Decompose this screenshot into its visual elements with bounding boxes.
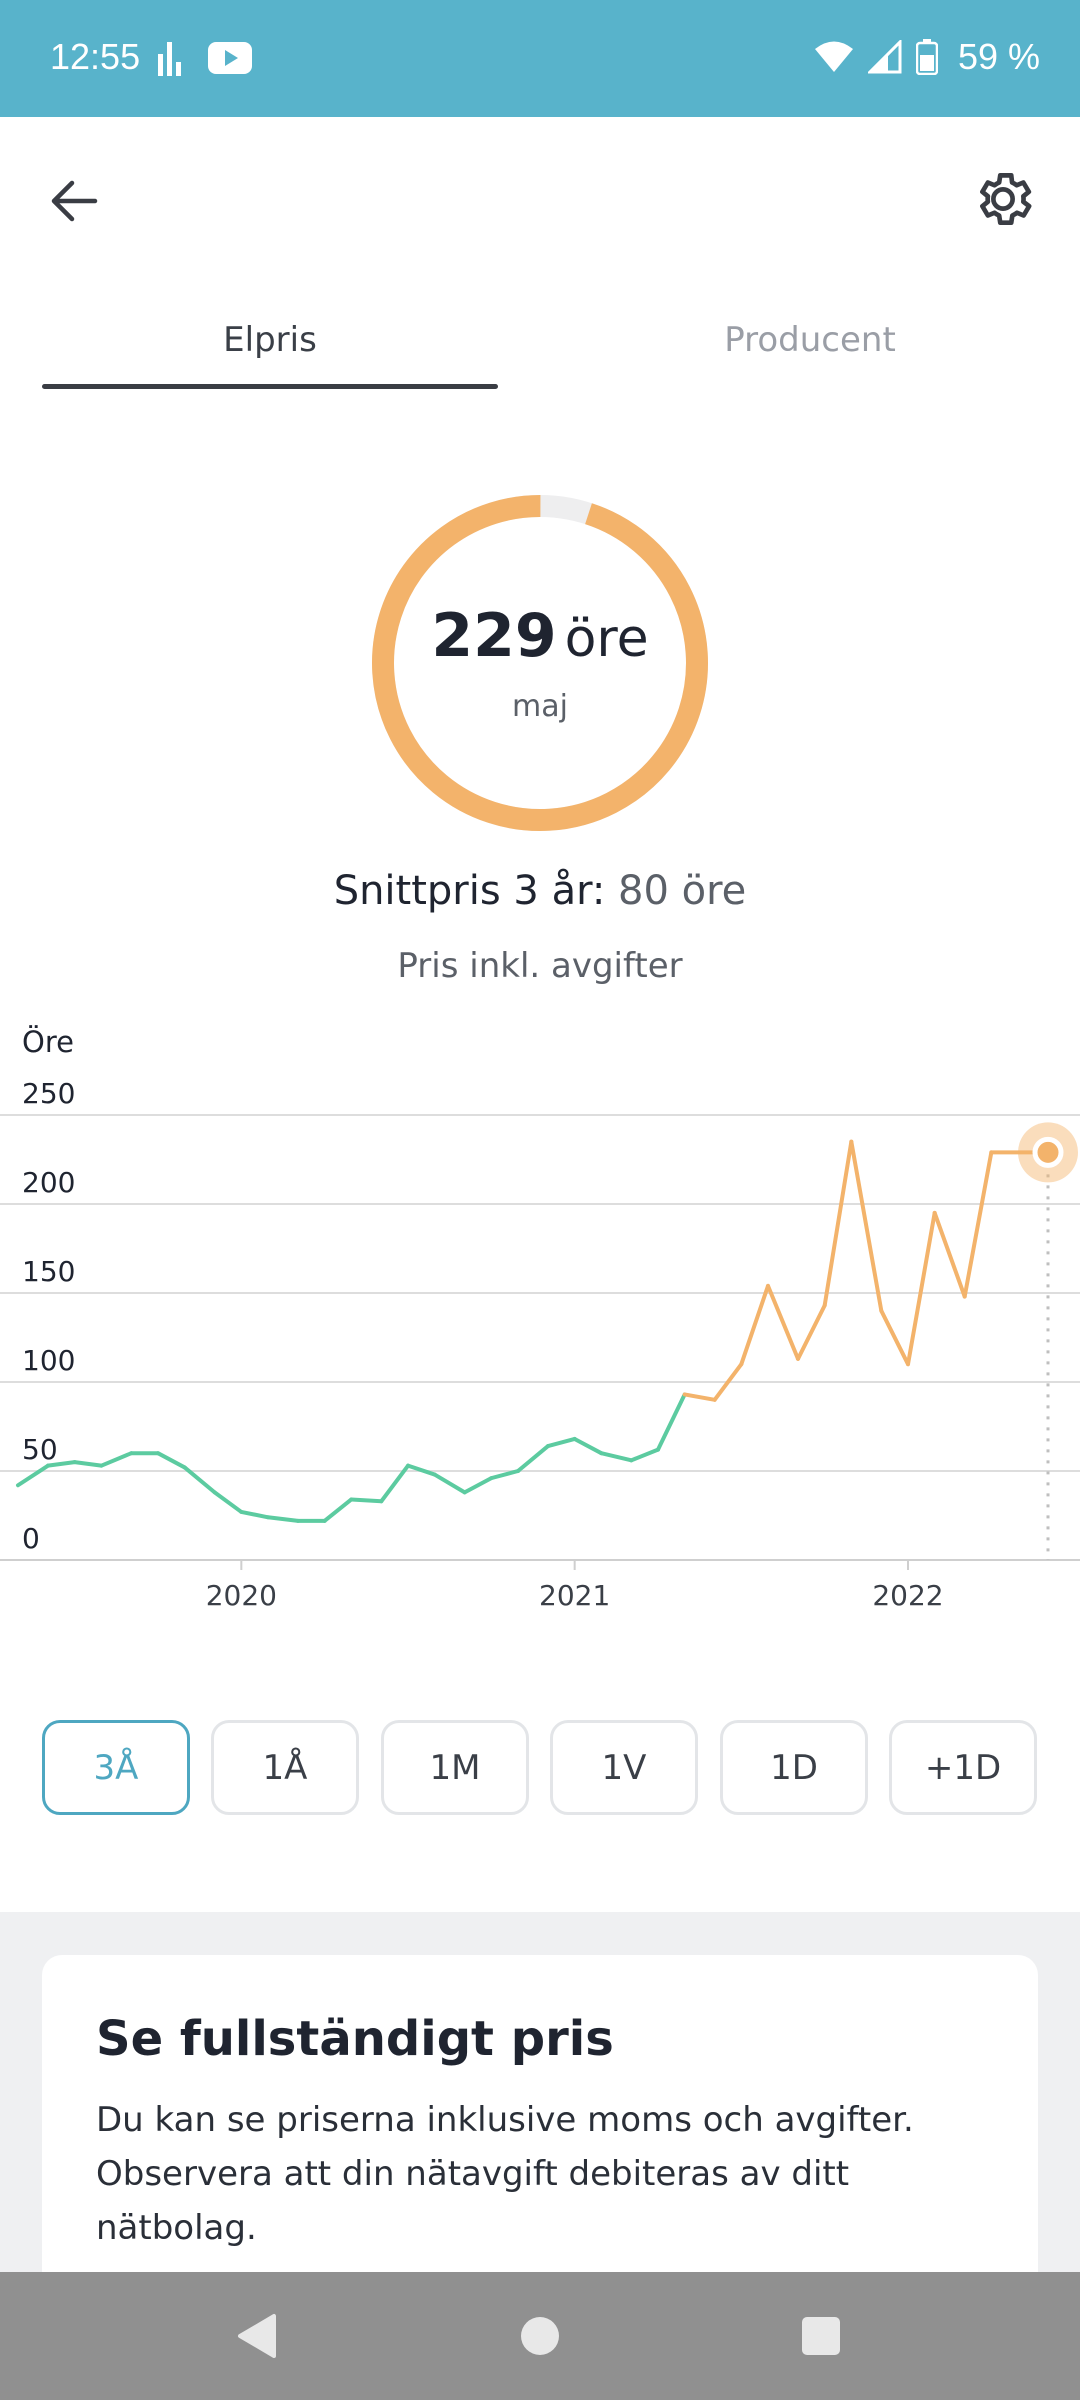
chart-line-segment	[46, 1460, 77, 1468]
tab-producent[interactable]: Producent	[724, 320, 896, 360]
chart-line-segment	[629, 1447, 660, 1463]
chart-line-segment	[822, 1139, 854, 1308]
chart-line-segment	[932, 1210, 967, 1299]
period-next-day-button[interactable]: +1D	[889, 1720, 1037, 1815]
period-1w-button[interactable]: 1V	[550, 1720, 698, 1815]
chart-line-segment	[962, 1150, 994, 1299]
recents-square-icon	[802, 2317, 840, 2355]
chart-line-segment	[766, 1283, 800, 1361]
chart-line-segment	[906, 1210, 937, 1367]
chart-line-segment	[182, 1465, 217, 1495]
nav-back-button[interactable]	[228, 2308, 284, 2364]
chart-y-tick-label: 250	[22, 1077, 75, 1110]
chart-line-segment	[682, 1392, 717, 1402]
status-right: 59 %	[814, 36, 1040, 78]
battery-percentage: 59 %	[957, 36, 1040, 77]
chart-line-segment	[462, 1476, 494, 1495]
chart-line-segment	[739, 1283, 770, 1367]
gauge-unit: öre	[564, 609, 649, 669]
average-price-label: Snittpris 3 år:	[333, 868, 606, 914]
chart-series	[16, 1139, 1050, 1523]
chart-line-segment	[212, 1490, 244, 1514]
gauge-arc	[372, 495, 708, 831]
gear-icon	[980, 173, 1032, 225]
gauge-ring	[372, 495, 708, 831]
chart-line-segment	[349, 1497, 384, 1504]
gauge-value: 229 öre	[370, 601, 710, 671]
chart-line-segment	[156, 1451, 187, 1470]
tab-elpris[interactable]: Elpris	[223, 320, 317, 360]
back-triangle-icon	[238, 2314, 276, 2358]
signal-icon	[867, 40, 902, 74]
chart-line-segment	[432, 1472, 467, 1495]
chart-y-tick-label: 200	[22, 1166, 75, 1199]
app-bar	[0, 117, 1080, 267]
chart-line-segment	[849, 1139, 884, 1313]
chart-line-segment	[379, 1463, 410, 1504]
status-bar: 12:55 59 %	[0, 0, 1080, 117]
average-price: Snittpris 3 år: 80 öre	[0, 868, 1080, 914]
tab-indicator	[42, 384, 498, 389]
chart-line-segment	[656, 1392, 687, 1452]
youtube-icon	[208, 42, 252, 74]
gauge-month: maj	[512, 689, 568, 724]
price-chart[interactable]: Öre 0 50 100 150 200 250 2020 2021 2022	[0, 1025, 1080, 1645]
settings-button[interactable]	[966, 162, 1040, 236]
wifi-icon	[814, 41, 853, 72]
chart-y-tick-label: 0	[22, 1522, 40, 1555]
period-1y-button[interactable]: 1Å	[211, 1720, 359, 1815]
chart-grid	[0, 1114, 1080, 1561]
full-price-card[interactable]: Se fullständigt pris Du kan se priserna …	[42, 1955, 1038, 2315]
chart-line-segment	[572, 1436, 604, 1456]
nav-home-button[interactable]	[512, 2308, 568, 2364]
arrow-left-icon	[51, 180, 98, 222]
period-3y-button[interactable]: 3Å	[42, 1720, 190, 1815]
chart-y-axis-label: Öre	[22, 1025, 74, 1059]
chart-line-segment	[489, 1469, 520, 1481]
back-button[interactable]	[40, 167, 108, 235]
battery-icon	[915, 39, 938, 75]
price-gauge: 229 öre maj	[370, 493, 710, 833]
chart-line-segment	[796, 1303, 827, 1361]
period-1m-button[interactable]: 1M	[381, 1720, 529, 1815]
chart-line-segment	[239, 1509, 270, 1520]
bar-chart-icon	[158, 42, 181, 76]
chart-line-segment	[879, 1308, 910, 1367]
chart-line-segment	[99, 1451, 134, 1468]
card-text: Du kan se priserna inklusive moms och av…	[96, 2100, 914, 2248]
chart-line-segment	[72, 1460, 104, 1468]
chart-line-segment	[516, 1444, 550, 1473]
chart-y-tick-label: 50	[22, 1433, 58, 1466]
gauge-number: 229	[431, 601, 557, 671]
tab-bar: Elpris Producent	[0, 290, 1080, 400]
price-subtitle: Pris inkl. avgifter	[397, 946, 683, 986]
chart-highlight	[1018, 1122, 1078, 1560]
chart-line-segment	[16, 1463, 50, 1488]
chart-x-tick-label: 2021	[539, 1579, 610, 1612]
chart-marker-point[interactable]	[1032, 1136, 1064, 1168]
status-time: 12:55	[50, 36, 141, 77]
nav-recents-button[interactable]	[793, 2308, 849, 2364]
period-selector: 3Å 1Å 1M 1V 1D +1D	[42, 1720, 1038, 1816]
chart-y-tick-label: 100	[22, 1344, 75, 1377]
chart-line-segment	[599, 1451, 634, 1463]
average-price-value: 80 öre	[618, 868, 747, 914]
chart-line-segment	[712, 1362, 744, 1402]
system-nav-bar	[0, 2272, 1080, 2400]
home-circle-icon	[521, 2317, 559, 2355]
chart-x-tick-label: 2020	[206, 1579, 277, 1612]
chart-line-segment	[546, 1436, 577, 1449]
period-1d-button[interactable]: 1D	[720, 1720, 868, 1815]
chart-x-tick-label: 2022	[872, 1579, 943, 1612]
card-title: Se fullständigt pris	[96, 2011, 614, 2067]
chart-x-tick-labels: 2020 2021 2022	[206, 1560, 944, 1612]
chart-y-tick-labels: 0 50 100 150 200 250	[22, 1077, 75, 1555]
chart-y-tick-label: 150	[22, 1255, 75, 1288]
chart-line-segment	[322, 1497, 354, 1523]
chart-line-segment	[406, 1463, 437, 1477]
chart-line-segment	[266, 1515, 300, 1523]
